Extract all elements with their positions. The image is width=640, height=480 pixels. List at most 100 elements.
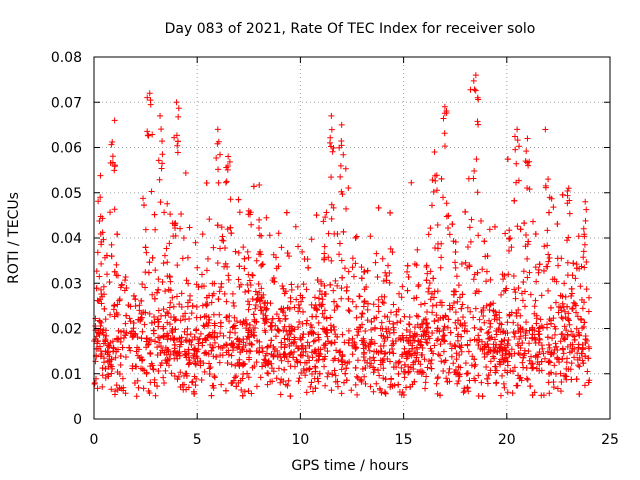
data-point-marker	[375, 367, 382, 374]
data-point-marker	[430, 188, 437, 195]
data-point-marker	[470, 314, 477, 321]
data-point-marker	[361, 373, 368, 380]
data-point-marker	[226, 334, 233, 341]
data-point-marker	[371, 348, 378, 355]
data-point-marker	[161, 252, 168, 259]
data-point-marker	[358, 378, 365, 385]
data-point-marker	[358, 264, 365, 271]
data-point-marker	[576, 363, 583, 370]
data-point-marker	[484, 380, 491, 387]
data-point-marker	[403, 326, 410, 333]
data-point-marker	[193, 303, 200, 310]
data-point-marker	[483, 278, 490, 285]
data-point-marker	[342, 370, 349, 377]
data-point-marker	[171, 335, 178, 342]
data-point-marker	[173, 293, 180, 300]
grid-lines	[94, 57, 610, 419]
data-point-marker	[315, 319, 322, 326]
data-point-marker	[387, 209, 394, 216]
data-point-marker	[453, 325, 460, 332]
data-point-marker	[273, 254, 280, 261]
data-point-marker	[245, 254, 252, 261]
data-point-marker	[520, 278, 527, 285]
data-point-marker	[150, 327, 157, 334]
data-point-marker	[177, 317, 184, 324]
data-point-marker	[386, 269, 393, 276]
data-point-marker	[308, 379, 315, 386]
data-point-marker	[152, 226, 159, 233]
data-point-marker	[437, 315, 444, 322]
data-point-marker	[506, 351, 513, 358]
data-point-marker	[159, 279, 166, 286]
data-point-marker	[414, 368, 421, 375]
data-point-marker	[554, 255, 561, 262]
data-point-marker	[263, 350, 270, 357]
data-point-marker	[362, 380, 369, 387]
data-point-marker	[390, 350, 397, 357]
data-point-marker	[280, 285, 287, 292]
data-point-marker	[375, 204, 382, 211]
data-point-marker	[139, 281, 146, 288]
data-point-marker	[331, 307, 338, 314]
data-point-marker	[252, 305, 259, 312]
data-point-marker	[490, 347, 497, 354]
data-point-marker	[543, 263, 550, 270]
data-point-marker	[319, 325, 326, 332]
data-point-marker	[334, 282, 341, 289]
data-point-marker	[390, 320, 397, 327]
data-point-marker	[437, 341, 444, 348]
data-point-marker	[327, 281, 334, 288]
data-point-marker	[481, 319, 488, 326]
data-point-marker	[546, 194, 553, 201]
data-point-marker	[265, 370, 272, 377]
data-point-marker	[437, 352, 444, 359]
data-point-marker	[142, 309, 149, 316]
data-point-marker	[248, 331, 255, 338]
data-point-marker	[191, 373, 198, 380]
data-point-marker	[459, 301, 466, 308]
data-point-marker	[336, 240, 343, 247]
data-point-marker	[288, 281, 295, 288]
data-point-marker	[551, 331, 558, 338]
data-point-marker	[399, 332, 406, 339]
data-point-marker	[521, 288, 528, 295]
data-point-marker	[102, 316, 109, 323]
data-point-marker	[271, 345, 278, 352]
data-point-marker	[542, 184, 549, 191]
data-point-marker	[349, 351, 356, 358]
data-point-marker	[208, 347, 215, 354]
data-point-marker	[345, 268, 352, 275]
data-point-marker	[154, 383, 161, 390]
data-point-marker	[464, 328, 471, 335]
data-point-marker	[564, 237, 571, 244]
data-point-marker	[237, 349, 244, 356]
data-point-marker	[261, 356, 268, 363]
data-point-marker	[484, 330, 491, 337]
data-point-marker	[370, 354, 377, 361]
data-point-marker	[109, 138, 116, 145]
data-point-marker	[111, 313, 118, 320]
data-point-marker	[278, 339, 285, 346]
data-point-marker	[441, 103, 448, 110]
data-point-marker	[281, 344, 288, 351]
data-point-marker	[185, 280, 192, 287]
data-point-marker	[517, 326, 524, 333]
data-point-marker	[527, 383, 534, 390]
data-point-marker	[259, 348, 266, 355]
data-point-marker	[425, 231, 432, 238]
data-point-marker	[491, 355, 498, 362]
data-point-marker	[223, 298, 230, 305]
data-point-marker	[151, 313, 158, 320]
data-point-marker	[384, 355, 391, 362]
data-point-marker	[120, 327, 127, 334]
data-point-marker	[209, 280, 216, 287]
data-point-marker	[269, 315, 276, 322]
data-point-marker	[164, 259, 171, 266]
data-point-marker	[239, 392, 246, 399]
data-point-marker	[172, 326, 179, 333]
data-point-marker	[308, 236, 315, 243]
data-point-marker	[267, 378, 274, 385]
data-point-marker	[410, 333, 417, 340]
data-point-marker	[211, 339, 218, 346]
data-point-marker	[218, 284, 225, 291]
